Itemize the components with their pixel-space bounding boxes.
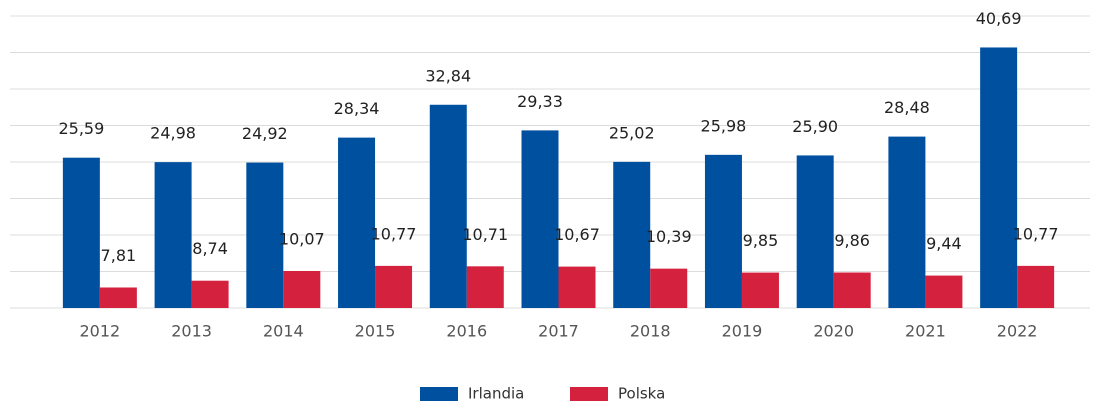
value-label: 32,84 [425, 66, 471, 85]
bar [741, 272, 779, 308]
bar [338, 137, 376, 308]
bar [521, 130, 559, 308]
value-label: 8,74 [192, 239, 228, 258]
bar [191, 280, 229, 308]
value-label: 25,98 [701, 116, 747, 135]
legend-swatch [570, 387, 608, 401]
bar [925, 275, 963, 308]
value-label: 28,48 [884, 98, 930, 117]
value-label: 10,07 [279, 229, 325, 248]
x-tick-label: 2017 [538, 322, 579, 341]
bar [154, 162, 192, 308]
value-label: 40,69 [976, 9, 1022, 28]
x-tick-label: 2015 [355, 322, 396, 341]
value-label: 10,71 [462, 225, 508, 244]
x-tick-label: 2018 [630, 322, 671, 341]
bar [796, 155, 834, 308]
legend-label: Irlandia [468, 385, 524, 402]
x-tick-label: 2020 [813, 322, 854, 341]
bar [429, 104, 467, 308]
bar [375, 265, 413, 308]
x-tick-label: 2016 [446, 322, 487, 341]
bar [833, 272, 871, 308]
value-label: 9,85 [743, 231, 779, 250]
bar [558, 266, 596, 308]
value-label: 10,67 [554, 225, 600, 244]
value-label: 25,90 [792, 117, 838, 136]
value-label: 29,33 [517, 92, 563, 111]
x-tick-label: 2022 [997, 322, 1038, 341]
value-label: 10,77 [1013, 224, 1059, 243]
bar [1017, 265, 1055, 308]
value-label: 25,59 [58, 119, 104, 138]
bar [62, 157, 100, 308]
value-label: 7,81 [101, 246, 137, 265]
value-label: 10,39 [646, 227, 692, 246]
legend-swatch [420, 387, 458, 401]
bar [466, 266, 504, 308]
x-tick-label: 2014 [263, 322, 304, 341]
bar [246, 162, 284, 308]
bar [650, 268, 688, 308]
bar [888, 136, 926, 308]
bar [704, 154, 742, 308]
x-tick-label: 2013 [171, 322, 212, 341]
x-tick-label: 2019 [722, 322, 763, 341]
x-tick-label: 2012 [80, 322, 121, 341]
legend-label: Polska [618, 385, 665, 402]
value-label: 25,02 [609, 123, 655, 142]
value-label: 9,44 [926, 234, 962, 253]
value-label: 24,98 [150, 124, 196, 143]
bar [613, 161, 651, 308]
value-label: 10,77 [371, 224, 417, 243]
bar [99, 287, 137, 308]
value-label: 28,34 [334, 99, 380, 118]
bar [980, 47, 1018, 308]
x-tick-label: 2021 [905, 322, 946, 341]
value-label: 9,86 [834, 231, 870, 250]
bar [283, 270, 321, 308]
value-label: 24,92 [242, 124, 288, 143]
